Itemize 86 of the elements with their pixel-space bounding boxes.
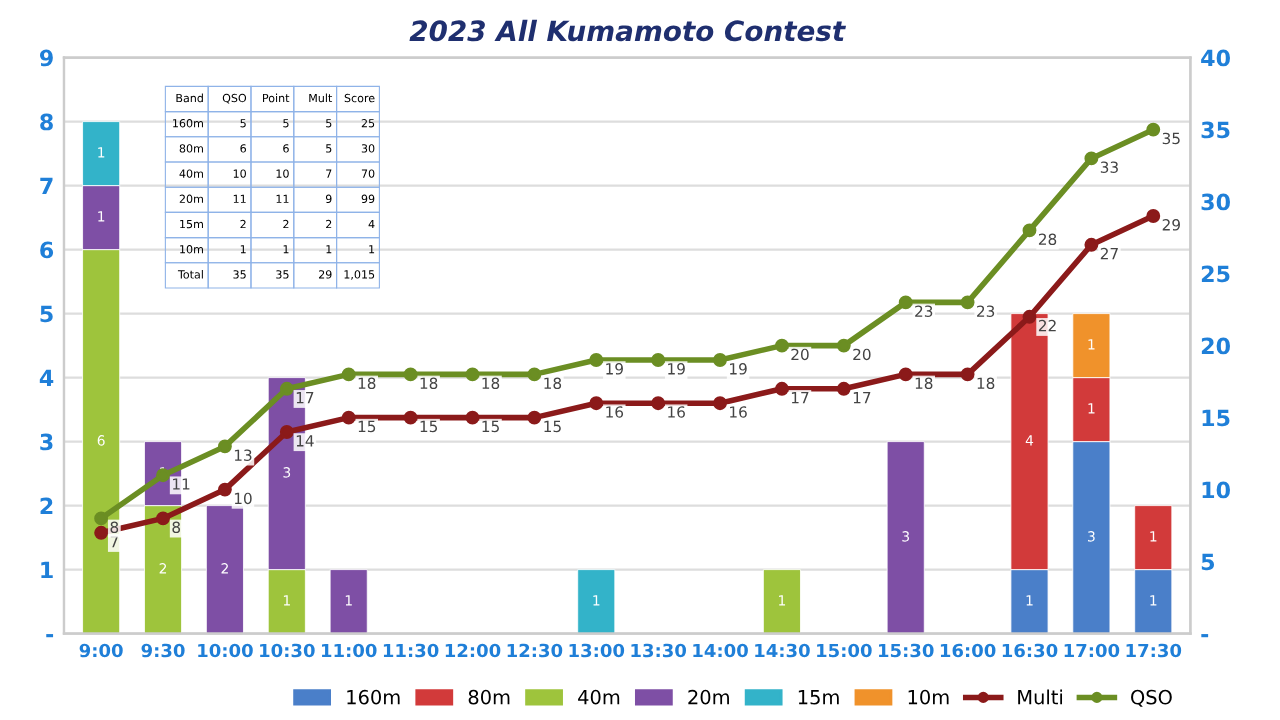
bar [886,441,925,634]
point [527,410,542,425]
y2-tick-label: 30 [1201,193,1230,211]
y2-tick-label: 15 [1202,409,1230,427]
x-tick-label: 14:30 [755,643,810,658]
y2-tick-label: 25 [1201,265,1230,283]
legend-label: 80m [468,689,510,705]
bar [329,569,368,634]
y-tick-label: - [46,634,54,638]
legend-label: 160m [347,689,400,705]
y-tick-label: 9 [39,49,53,67]
y-tick-label: 7 [40,177,53,195]
y-tick-label: 5 [40,305,53,323]
point [960,367,975,382]
x-tick-label: 17:00 [1064,643,1120,658]
point [774,338,789,353]
point [465,367,480,382]
legend-label: 15m [798,690,839,705]
legend-label: QSO [1131,689,1172,707]
legend-label: Multi [1018,689,1063,705]
point [1022,309,1037,324]
y2-tick-label: 35 [1201,121,1230,139]
x-tick-label: 11:30 [383,643,439,658]
y-tick-label: 8 [40,113,53,131]
y2-tick-label: 20 [1201,337,1230,355]
y-tick-label: 4 [39,369,54,387]
point [341,367,356,382]
bar [577,569,616,634]
point [217,482,232,497]
point [713,353,727,367]
point [156,511,170,526]
x-tick-label: 15:00 [817,643,872,658]
point [217,439,232,454]
y2-tick-label: - [1201,634,1209,638]
y2-tick-label: 10 [1202,481,1230,499]
point [898,367,913,382]
x-tick-label: 16:30 [1002,643,1058,658]
point [651,353,666,367]
x-tick-label: 10:00 [198,643,253,658]
point [589,396,604,411]
point [589,353,604,367]
x-tick-label: 13:30 [631,643,687,658]
x-tick-label: 9:00 [79,643,123,658]
point [279,381,294,396]
y-tick-label: 6 [40,241,54,259]
point [836,381,851,396]
x-tick-label: 14:00 [693,643,748,658]
legend-label: 20m [688,689,729,705]
x-tick-label: 9:30 [141,643,185,658]
point [1146,122,1161,137]
x-tick-label: 12:00 [445,643,501,658]
point [465,410,480,425]
legend-label: 10m [908,689,949,705]
y-tick-label: 2 [40,497,53,515]
y-tick-label: 3 [40,433,53,451]
point [713,396,727,411]
point [836,338,851,353]
point [960,295,975,310]
chart-title: 2023 All Kumamoto Contest [409,19,846,42]
point [1022,223,1037,238]
x-tick-label: 11:00 [322,643,377,658]
y2-tick-label: 40 [1201,49,1230,67]
point [403,410,418,425]
point [403,367,418,382]
point [1084,151,1099,166]
x-tick-label: 15:30 [879,643,934,658]
x-tick-label: 10:30 [260,643,315,658]
y2-tick-label: 5 [1201,553,1215,571]
point [898,295,913,310]
legend-label: 40m [578,689,620,705]
point [94,525,109,540]
point [94,511,109,526]
point [156,468,170,483]
x-tick-label: 13:00 [569,643,625,658]
x-tick-label: 12:30 [507,643,563,658]
x-tick-label: 17:30 [1126,643,1182,658]
point [341,410,356,425]
point [279,425,294,439]
point [774,381,789,396]
point [527,367,542,382]
bar [762,569,801,634]
point [1084,237,1099,252]
x-tick-label: 16:00 [940,643,996,658]
point [651,396,666,411]
point [1146,209,1161,223]
y-tick-label: 1 [41,561,53,579]
